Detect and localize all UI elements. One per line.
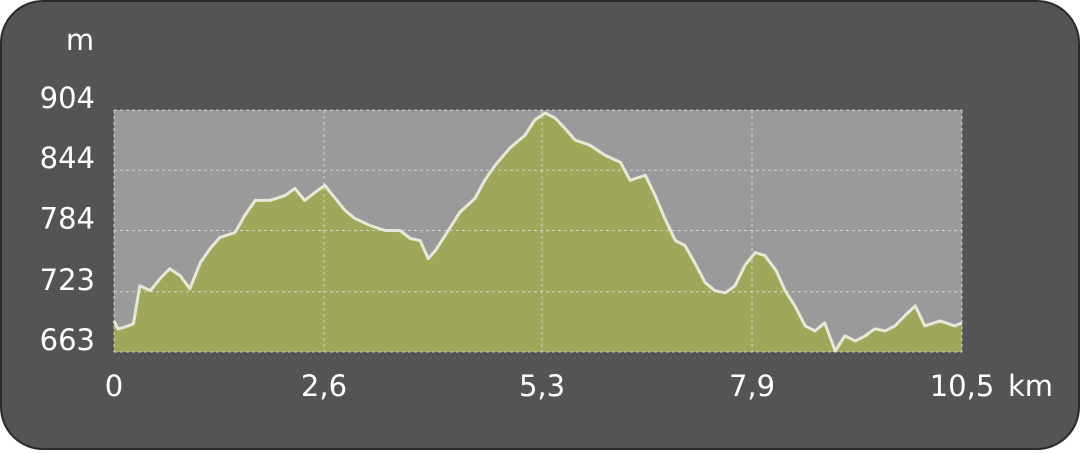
y-tick-label: 904 xyxy=(40,81,95,115)
x-tick-label: 10,5 xyxy=(930,369,995,403)
y-tick-label: 844 xyxy=(40,141,95,175)
y-tick-label: 663 xyxy=(40,323,95,357)
x-tick-label: 7,9 xyxy=(729,369,775,403)
y-tick-label: 723 xyxy=(40,263,95,297)
x-unit: km xyxy=(1008,369,1053,403)
elevation-line xyxy=(112,111,963,353)
y-unit: m xyxy=(66,23,94,57)
y-tick-label: 784 xyxy=(40,201,95,235)
x-tick-label: 0 xyxy=(105,369,123,403)
x-tick-label: 2,6 xyxy=(301,369,347,403)
x-tick-label: 5,3 xyxy=(519,369,565,403)
